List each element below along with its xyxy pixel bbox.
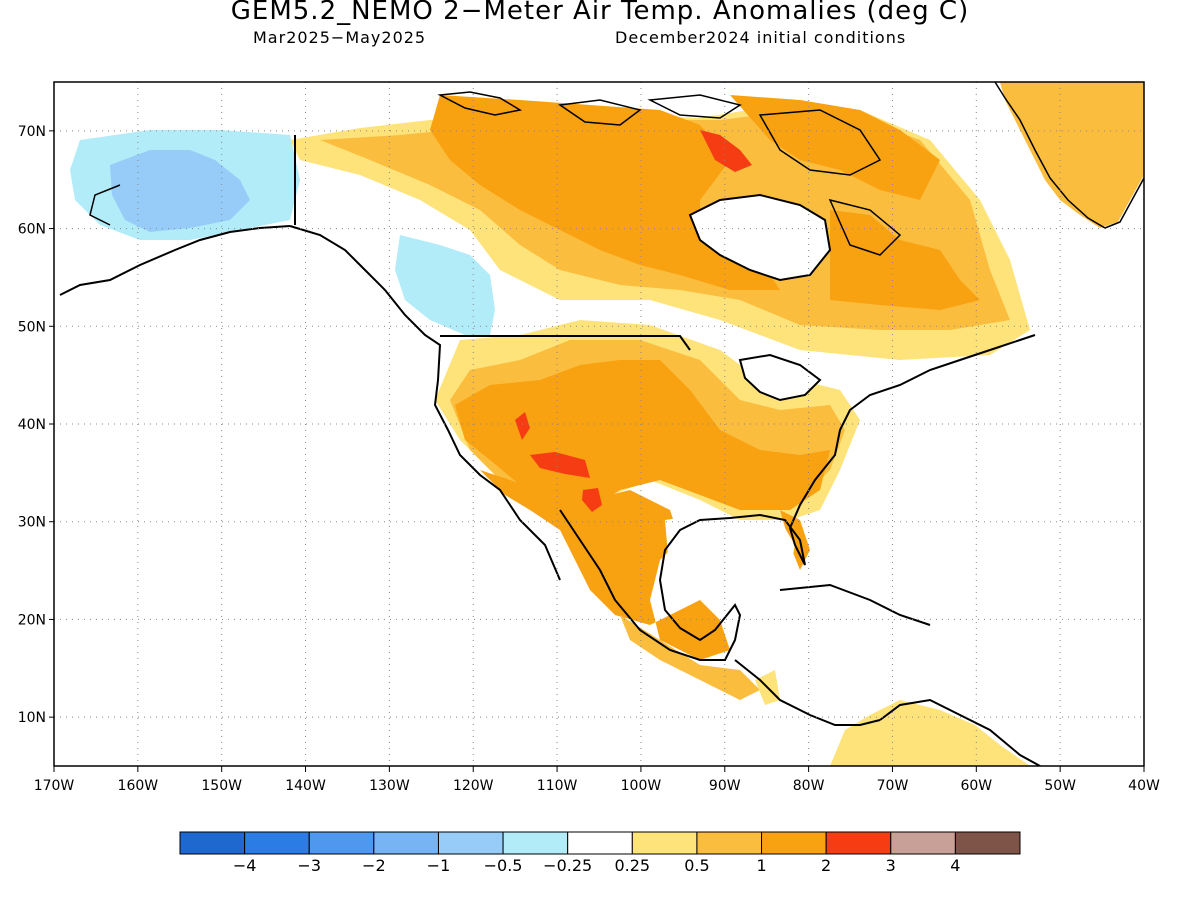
longitude-label: 110W xyxy=(537,778,578,794)
colorbar-tick-label: 0.25 xyxy=(614,856,651,875)
greenland-outline xyxy=(994,82,1144,229)
initial-conditions: December2024 initial conditions xyxy=(615,28,907,47)
colorbar-tick-label: −1 xyxy=(426,856,451,875)
four-corners-hot-1 xyxy=(515,412,530,440)
colorbar-swatch xyxy=(567,831,633,855)
longitude-labels: 170W 160W 150W 140W 130W 120W 110W 100W 90W 80W 70… xyxy=(34,766,1160,794)
hudson-bay-water xyxy=(690,195,830,280)
four-corners-hot-3 xyxy=(582,488,602,512)
arctic-islands xyxy=(89,91,902,256)
longitude-label: 70W xyxy=(877,778,909,794)
colorbar-swatch xyxy=(373,831,439,855)
longitude-label: 130W xyxy=(369,778,410,794)
longitude-label: 40W xyxy=(1128,778,1160,794)
colorbar-swatch xyxy=(308,831,375,855)
colorbar-tick-label: 3 xyxy=(885,856,896,875)
longitude-label: 90W xyxy=(709,778,741,794)
colorbar-swatch xyxy=(825,831,892,855)
us-dark-orange xyxy=(455,360,830,510)
great-lakes-water xyxy=(740,355,820,400)
latitude-labels: 70N 60N 50N 40N 30N 20N 10N xyxy=(18,124,54,726)
greenland-anomaly xyxy=(1000,82,1144,228)
latitude-label: 10N xyxy=(18,710,46,726)
latitude-label: 40N xyxy=(18,417,46,433)
mexico-warm xyxy=(480,470,730,660)
colorbar-swatch xyxy=(696,831,763,855)
colorbar-tick-label: 4 xyxy=(950,856,961,875)
longitude-label: 160W xyxy=(118,778,159,794)
canada-dark-orange xyxy=(430,95,980,310)
colorbar-swatch xyxy=(437,831,504,855)
longitude-label: 150W xyxy=(201,778,242,794)
colorbar-swatch xyxy=(502,831,569,855)
longitude-label: 50W xyxy=(1044,778,1076,794)
graticule xyxy=(54,82,1144,766)
latitude-label: 70N xyxy=(18,124,46,140)
colorbar-tick-label: −0.25 xyxy=(543,856,593,875)
colorbar-tick-label: 2 xyxy=(821,856,832,875)
longitude-label: 100W xyxy=(621,778,662,794)
latitude-label: 30N xyxy=(18,515,46,531)
colorbar-swatch xyxy=(954,831,1021,855)
colorbar xyxy=(179,831,1021,855)
longitude-label: 170W xyxy=(34,778,75,794)
colorbar-tick-label: −3 xyxy=(297,856,322,875)
map-field xyxy=(54,82,1144,766)
longitude-label: 120W xyxy=(453,778,494,794)
longitude-label: 140W xyxy=(285,778,326,794)
latitude-label: 20N xyxy=(18,612,46,628)
latitude-label: 50N xyxy=(18,319,46,335)
colorbar-swatch xyxy=(631,831,698,855)
forecast-period: Mar2025−May2025 xyxy=(253,28,427,47)
map-title: GEM5.2_NEMO 2−Meter Air Temp. Anomalies … xyxy=(230,0,970,26)
alaska-cold-mid xyxy=(110,150,250,232)
colorbar-swatch xyxy=(890,831,956,855)
hudson-bay-north-hot xyxy=(700,130,752,172)
colorbar-swatch xyxy=(761,831,827,855)
colorbar-swatch xyxy=(179,831,246,855)
longitude-label: 60W xyxy=(960,778,992,794)
four-corners-hot-2 xyxy=(530,452,590,478)
colorbar-tick-label: −2 xyxy=(362,856,386,875)
gulf-of-mexico xyxy=(665,515,795,600)
bc-cold xyxy=(395,235,495,335)
coastlines xyxy=(59,135,1041,766)
colorbar-tick-label: 1 xyxy=(756,856,767,875)
colorbar-swatch xyxy=(244,831,310,855)
colorbar-tick-label: −4 xyxy=(232,856,257,875)
colorbar-tick-label: 0.5 xyxy=(684,856,710,875)
longitude-label: 80W xyxy=(793,778,825,794)
colorbar-tick-label: −0.5 xyxy=(483,856,523,875)
latitude-label: 60N xyxy=(18,222,46,238)
mexico-orange-edge xyxy=(620,615,760,700)
